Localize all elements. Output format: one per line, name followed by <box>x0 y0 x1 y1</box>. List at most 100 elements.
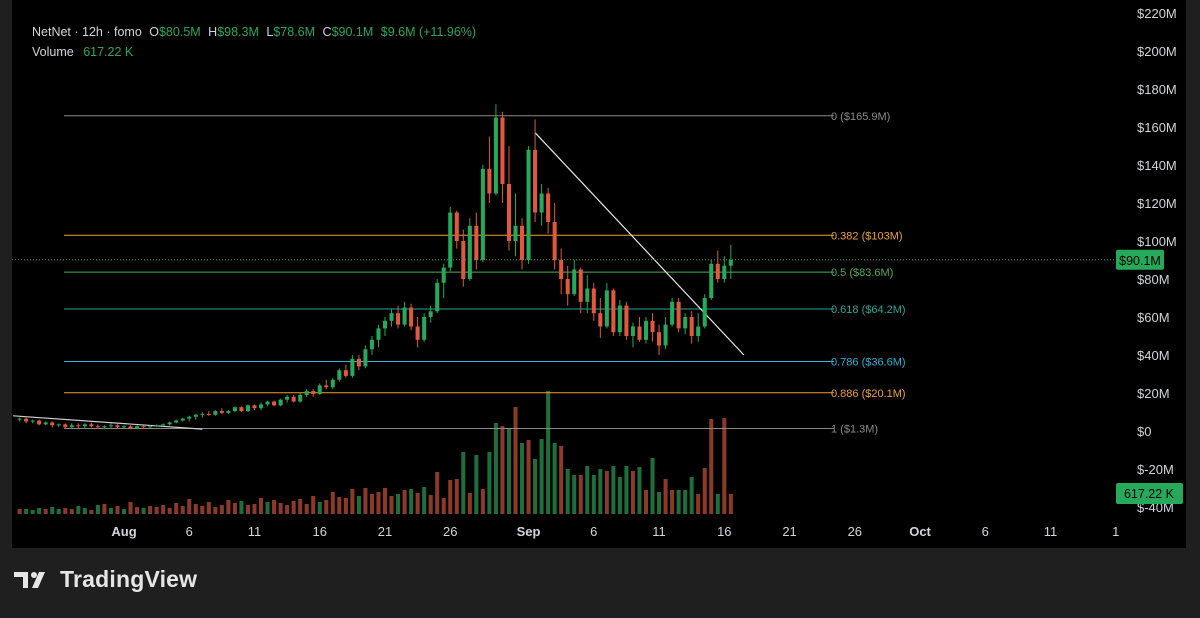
volume-bar <box>657 492 662 514</box>
candle-body <box>702 298 707 327</box>
volume-badge <box>1116 483 1183 504</box>
volume-bar <box>226 500 231 514</box>
candle-body <box>585 288 590 302</box>
y-tick-label: $0 <box>1137 424 1151 439</box>
volume-label[interactable]: Volume <box>32 45 74 59</box>
candle-body <box>630 326 635 336</box>
volume-bar <box>559 446 564 514</box>
candle-body <box>350 358 355 376</box>
candle-body <box>552 222 557 260</box>
close-label: C <box>322 25 332 39</box>
volume-bar <box>526 440 531 514</box>
volume-bar <box>148 506 153 514</box>
volume-bar <box>343 498 348 514</box>
candle-body <box>265 401 270 405</box>
candle-body <box>30 420 35 422</box>
candle-body <box>259 404 264 409</box>
volume-bar <box>585 466 590 514</box>
candle-body <box>493 117 498 194</box>
volume-bar <box>206 502 211 514</box>
volume-bar <box>637 467 642 514</box>
candle-body <box>128 426 133 429</box>
candle-body <box>115 425 120 428</box>
fib-level-label: 0.886 ($20.1M) <box>831 388 906 400</box>
candle-body <box>56 424 61 426</box>
volume-bar <box>82 508 87 514</box>
candle-body <box>369 339 374 350</box>
volume-bar <box>552 443 557 514</box>
volume-bar <box>180 506 185 514</box>
candle-body <box>611 290 616 333</box>
volume-bar <box>428 495 433 514</box>
candle-body <box>454 212 459 241</box>
volume-bar <box>272 500 277 514</box>
candle-body <box>663 324 668 346</box>
candle-body <box>467 225 472 279</box>
candle-body <box>154 425 159 427</box>
candle-body <box>435 282 440 312</box>
volume-bar <box>617 477 622 514</box>
candle-body <box>598 313 603 327</box>
candle-body <box>278 399 283 406</box>
candle-body <box>337 370 342 380</box>
volume-bar <box>285 505 290 514</box>
x-tick-label: 16 <box>313 524 327 539</box>
candle-body <box>643 320 649 340</box>
volume-bar <box>611 466 616 514</box>
volume-bar <box>154 507 159 514</box>
fibonacci-retracement: 0 ($165.9M) 0.382 ($103M) 0.5 ($83.6M) 0.61… <box>64 111 906 436</box>
candle-body <box>108 425 113 427</box>
candle-body <box>82 424 87 427</box>
volume-bar <box>135 507 140 514</box>
candle-body <box>520 225 525 260</box>
candle-body <box>624 305 629 336</box>
volume-bar <box>630 471 635 514</box>
volume-bar <box>324 500 329 514</box>
volume-bar <box>252 504 257 514</box>
candle-body <box>272 401 277 406</box>
candle-body <box>572 269 577 295</box>
candle-body <box>37 420 42 425</box>
volume-bar <box>213 507 218 514</box>
candle-body <box>382 320 388 329</box>
high-label: H <box>208 25 218 39</box>
x-tick-label: 6 <box>590 524 597 539</box>
volume-bar <box>624 466 629 514</box>
volume-bar <box>643 490 649 514</box>
volume-bar <box>30 510 35 514</box>
candle-body <box>174 420 179 423</box>
candlestick-chart[interactable]: 0 ($165.9M) 0.382 ($103M) 0.5 ($83.6M) 0.61… <box>12 0 1186 548</box>
candle-body <box>506 184 511 241</box>
time-axis: Aug 6 11 16 21 26 Sep 6 11 16 21 26 Oct 6 11 1 <box>111 524 1119 539</box>
current-price-badge <box>1116 249 1164 270</box>
candle-body <box>389 313 394 321</box>
candle-body <box>676 301 681 329</box>
volume-bar <box>278 503 283 514</box>
candle-body <box>50 422 55 426</box>
change-value: $9.6M (+11.96%) <box>380 25 477 39</box>
candle-body <box>448 212 453 268</box>
candle-body <box>252 405 257 409</box>
volume-bar <box>43 509 48 514</box>
chart-panel[interactable]: 0 ($165.9M) 0.382 ($103M) 0.5 ($83.6M) 0.61… <box>12 0 1186 548</box>
candle-body <box>689 317 694 336</box>
symbol-label[interactable]: NetNet · 12h · fomo <box>32 25 142 39</box>
candle-body <box>148 426 153 428</box>
open-label: O <box>149 25 159 39</box>
tradingview-brand[interactable]: TradingView <box>14 566 197 593</box>
volume-bar <box>141 508 146 514</box>
x-tick-label: 11 <box>652 524 666 539</box>
volume-bar <box>121 509 127 514</box>
volume-bar <box>467 493 472 514</box>
candle-body <box>356 358 361 367</box>
volume-bar <box>259 498 264 514</box>
candle-body <box>330 379 335 388</box>
volume-bar <box>448 480 453 514</box>
volume-bar <box>304 504 309 514</box>
x-tick-label: Sep <box>517 524 541 539</box>
x-tick-label: 11 <box>248 524 262 539</box>
candle-body <box>376 328 381 340</box>
volume-bar <box>493 423 498 514</box>
candle-body <box>578 269 583 302</box>
volume-bar <box>702 468 707 514</box>
